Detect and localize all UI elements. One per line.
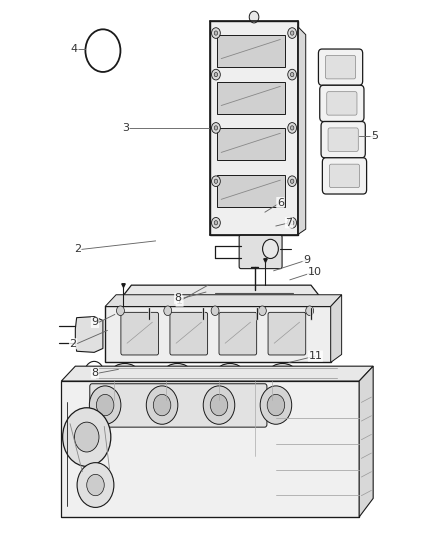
Polygon shape: [75, 317, 103, 352]
Circle shape: [306, 306, 314, 316]
Circle shape: [262, 239, 279, 259]
FancyBboxPatch shape: [320, 85, 364, 122]
Circle shape: [203, 386, 235, 424]
Circle shape: [249, 11, 259, 23]
Text: 10: 10: [307, 267, 321, 277]
Polygon shape: [199, 319, 206, 325]
Circle shape: [146, 386, 178, 424]
Circle shape: [117, 306, 124, 316]
FancyBboxPatch shape: [321, 122, 365, 158]
Text: 2: 2: [74, 245, 81, 254]
Text: 8: 8: [92, 368, 99, 378]
Text: 7: 7: [286, 218, 293, 228]
Circle shape: [153, 394, 171, 416]
Polygon shape: [359, 366, 373, 517]
FancyBboxPatch shape: [268, 312, 306, 355]
Circle shape: [214, 72, 218, 77]
Circle shape: [214, 221, 218, 225]
FancyBboxPatch shape: [329, 164, 360, 188]
Circle shape: [288, 217, 297, 228]
FancyBboxPatch shape: [327, 92, 357, 115]
Polygon shape: [254, 319, 261, 325]
Polygon shape: [145, 319, 152, 325]
FancyBboxPatch shape: [239, 235, 282, 269]
FancyBboxPatch shape: [170, 312, 208, 355]
Circle shape: [96, 394, 114, 416]
Circle shape: [77, 463, 114, 507]
FancyBboxPatch shape: [328, 128, 358, 151]
Circle shape: [290, 179, 294, 183]
Polygon shape: [123, 285, 320, 308]
Bar: [105, 306, 331, 362]
Ellipse shape: [165, 364, 190, 379]
Circle shape: [87, 474, 104, 496]
Circle shape: [63, 408, 111, 466]
FancyBboxPatch shape: [325, 55, 356, 79]
Circle shape: [74, 422, 99, 452]
Text: 9: 9: [92, 318, 99, 327]
FancyBboxPatch shape: [90, 384, 267, 427]
Text: 9: 9: [303, 255, 310, 265]
Circle shape: [290, 221, 294, 225]
Circle shape: [288, 28, 297, 38]
Circle shape: [288, 69, 297, 80]
Text: 2: 2: [70, 339, 77, 349]
Polygon shape: [61, 366, 373, 381]
Text: 11: 11: [308, 351, 322, 361]
FancyBboxPatch shape: [121, 312, 159, 355]
Circle shape: [212, 176, 220, 187]
Text: 8: 8: [175, 294, 182, 303]
Text: 6: 6: [277, 198, 284, 207]
Text: 4: 4: [71, 44, 78, 54]
Polygon shape: [307, 319, 314, 325]
FancyBboxPatch shape: [219, 312, 257, 355]
Text: 5: 5: [371, 131, 378, 141]
Circle shape: [212, 69, 220, 80]
Bar: [217, 35, 285, 67]
Bar: [217, 128, 285, 160]
Circle shape: [210, 394, 228, 416]
Circle shape: [211, 306, 219, 316]
Ellipse shape: [270, 364, 295, 379]
Circle shape: [288, 176, 297, 187]
Circle shape: [89, 386, 121, 424]
Circle shape: [164, 306, 172, 316]
Circle shape: [260, 386, 292, 424]
Circle shape: [214, 31, 218, 35]
Text: 3: 3: [122, 123, 129, 133]
FancyBboxPatch shape: [322, 158, 367, 194]
Bar: [217, 175, 285, 207]
Polygon shape: [61, 381, 359, 517]
Circle shape: [214, 179, 218, 183]
Circle shape: [214, 126, 218, 130]
Polygon shape: [331, 295, 342, 362]
Ellipse shape: [112, 364, 138, 379]
Circle shape: [288, 123, 297, 133]
Circle shape: [290, 72, 294, 77]
Circle shape: [212, 28, 220, 38]
Polygon shape: [298, 27, 306, 235]
Circle shape: [267, 394, 285, 416]
Circle shape: [290, 126, 294, 130]
Circle shape: [290, 31, 294, 35]
Circle shape: [212, 123, 220, 133]
Circle shape: [89, 367, 99, 379]
Circle shape: [212, 217, 220, 228]
Text: 1: 1: [176, 296, 183, 306]
Polygon shape: [105, 295, 342, 306]
Bar: [210, 21, 298, 235]
FancyBboxPatch shape: [318, 49, 363, 85]
Circle shape: [258, 306, 266, 316]
Ellipse shape: [217, 364, 243, 379]
Bar: [217, 82, 285, 114]
